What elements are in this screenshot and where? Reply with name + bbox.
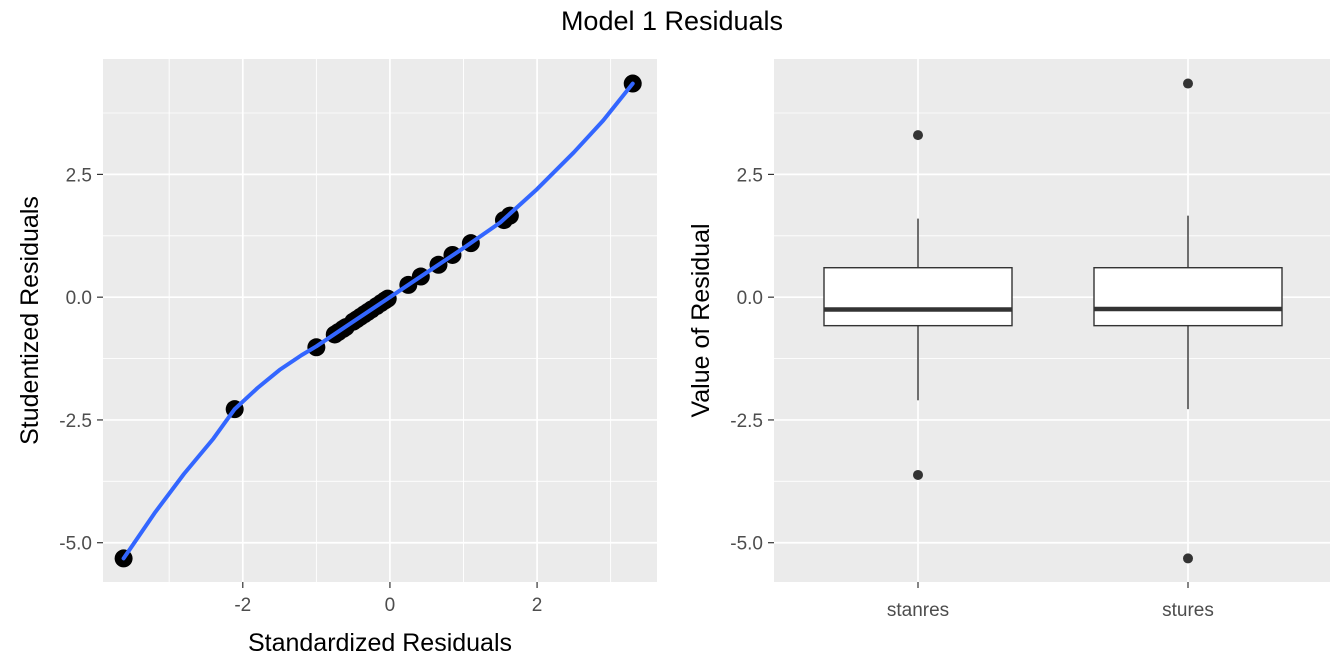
box-outlier [913, 130, 923, 141]
panel1-x-tick-label: 2 [532, 595, 543, 616]
panel1-y-tick-label: 2.5 [66, 165, 92, 186]
panel1-y-tick-label: -2.5 [59, 411, 92, 432]
panel1-x-tick-label: 0 [385, 595, 396, 616]
smooth-fit-line [121, 81, 635, 561]
main-title: Model 1 Residuals [560, 6, 784, 36]
panel2-y-tick-label: 2.5 [737, 165, 763, 186]
panel2-y-tick-label: 0.0 [737, 288, 763, 309]
panel2-y-tick-label: -2.5 [730, 411, 763, 432]
panel1-x-axis-title: Standardized Residuals [248, 629, 512, 657]
panel2-x-tick-label: stanres [887, 600, 949, 621]
box-outlier [1183, 553, 1193, 564]
boxplot-stanres [823, 130, 1013, 480]
panel1-y-tick-label: -5.0 [59, 534, 92, 555]
panel1-y-tick-label: 0.0 [66, 288, 92, 309]
panel1-background [103, 59, 657, 582]
box-outlier [1183, 78, 1193, 89]
boxplot-stures [1093, 78, 1283, 564]
panel1-grid [103, 59, 657, 582]
panel1-x-tick-label: -2 [234, 595, 251, 616]
panel2-y-axis-title: Value of Residual [687, 223, 715, 417]
panel2-x-tick-label: stures [1162, 600, 1214, 621]
box-body [823, 267, 1013, 327]
box-outlier [913, 469, 923, 480]
panel2-y-tick-label: -5.0 [730, 534, 763, 555]
panel1-y-axis-title: Studentized Residuals [16, 196, 44, 445]
box-body [1093, 267, 1283, 327]
